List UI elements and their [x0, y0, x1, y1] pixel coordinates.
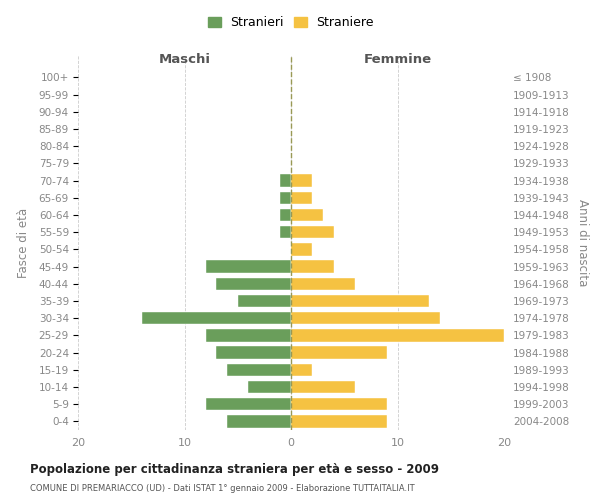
Bar	[280, 209, 291, 221]
Bar	[291, 381, 355, 393]
Bar	[291, 278, 355, 290]
Text: Femmine: Femmine	[364, 53, 431, 66]
Bar	[142, 312, 291, 324]
Bar	[206, 260, 291, 273]
Bar	[291, 243, 313, 256]
Bar	[248, 381, 291, 393]
Bar	[291, 346, 387, 359]
Bar	[280, 192, 291, 204]
Bar	[291, 295, 430, 307]
Legend: Stranieri, Straniere: Stranieri, Straniere	[204, 12, 378, 33]
Bar	[291, 192, 313, 204]
Bar	[227, 364, 291, 376]
Bar	[217, 346, 291, 359]
Y-axis label: Anni di nascita: Anni di nascita	[576, 199, 589, 286]
Bar	[291, 329, 504, 342]
Text: COMUNE DI PREMARIACCO (UD) - Dati ISTAT 1° gennaio 2009 - Elaborazione TUTTAITAL: COMUNE DI PREMARIACCO (UD) - Dati ISTAT …	[30, 484, 415, 493]
Text: Maschi: Maschi	[158, 53, 211, 66]
Text: Popolazione per cittadinanza straniera per età e sesso - 2009: Popolazione per cittadinanza straniera p…	[30, 462, 439, 475]
Bar	[291, 260, 334, 273]
Bar	[291, 174, 313, 187]
Bar	[206, 398, 291, 410]
Bar	[217, 278, 291, 290]
Bar	[291, 209, 323, 221]
Y-axis label: Fasce di età: Fasce di età	[17, 208, 31, 278]
Bar	[227, 415, 291, 428]
Bar	[291, 226, 334, 238]
Bar	[280, 174, 291, 187]
Bar	[291, 364, 313, 376]
Bar	[291, 415, 387, 428]
Bar	[280, 226, 291, 238]
Bar	[206, 329, 291, 342]
Bar	[238, 295, 291, 307]
Bar	[291, 398, 387, 410]
Bar	[291, 312, 440, 324]
